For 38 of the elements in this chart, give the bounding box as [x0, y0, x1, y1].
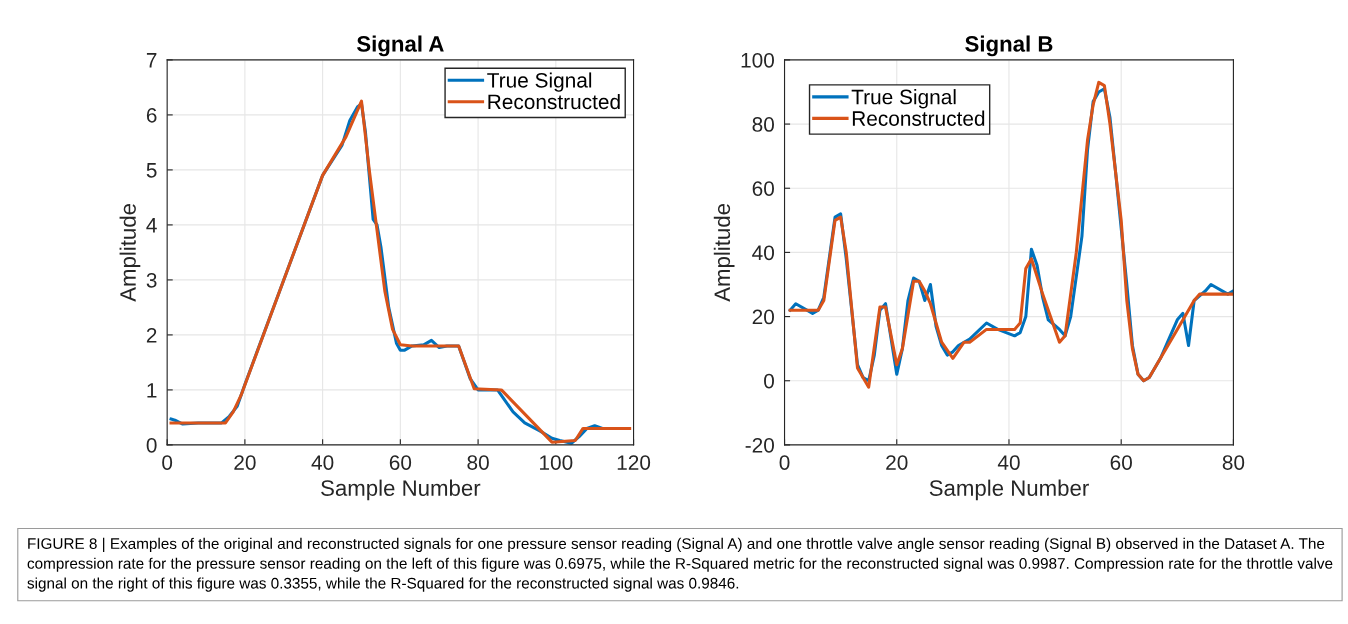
y-tick-label: 3 [146, 272, 157, 288]
y-tick-label: -20 [745, 437, 774, 453]
chart-title: Signal A [356, 35, 444, 57]
x-tick-label: 60 [389, 455, 412, 470]
y-tick-label: 6 [146, 107, 157, 123]
x-tick-label: 0 [162, 455, 173, 470]
y-tick-label: 100 [741, 52, 774, 68]
y-tick-label: 60 [752, 181, 774, 196]
x-tick-label: 20 [234, 455, 256, 470]
legend-label: Reconstructed [488, 93, 620, 110]
x-tick-label: 40 [997, 455, 1020, 470]
x-tick-label: 40 [311, 455, 334, 470]
y-tick-label: 4 [146, 218, 157, 233]
y-tick-label: 40 [752, 245, 774, 261]
x-axis-title: Sample Number [321, 479, 481, 501]
y-tick-label: 80 [752, 117, 774, 132]
legend-label: Reconstructed [852, 110, 985, 126]
y-tick-label: 2 [146, 327, 157, 343]
x-tick-label: 60 [1110, 455, 1132, 470]
y-tick-label: 5 [146, 163, 157, 178]
x-tick-label: 80 [467, 455, 489, 470]
y-tick-label: 1 [147, 383, 157, 398]
y-tick-label: 0 [764, 373, 774, 389]
y-tick-label: 20 [752, 309, 774, 325]
x-tick-label: 80 [1222, 455, 1245, 470]
y-axis-title: Amplitude [713, 203, 735, 302]
x-tick-label: 20 [886, 455, 908, 470]
legend-label: True Signal [487, 72, 592, 92]
y-tick-label: 7 [146, 53, 157, 68]
x-tick-label: 120 [617, 455, 651, 470]
legend-label: True Signal [851, 89, 956, 109]
x-tick-label: 100 [540, 455, 573, 470]
x-axis-title: Sample Number [929, 479, 1089, 501]
caption: FIGURE 8 | Examples of the original and reconstructed signals for one pressure sensor reading (Signal A) and one throttle valve angle sensor reading (Signal B) observed in the Dataset A. The compression rate for the pressure sensor reading on the left of this figure was 0.6975, while the R-Squared metric for the reconstructed signal was 0.9987. Compression rate for the throttle valve signal on the right of this figure was 0.3355, while the R-Squared for the reconstructed signal was 0.9846. [27, 537, 1333, 592]
y-tick-label: 0 [146, 437, 157, 453]
chart-title: Signal B [965, 35, 1053, 57]
x-tick-label: 0 [779, 455, 790, 470]
y-axis-title: Amplitude [119, 203, 141, 302]
